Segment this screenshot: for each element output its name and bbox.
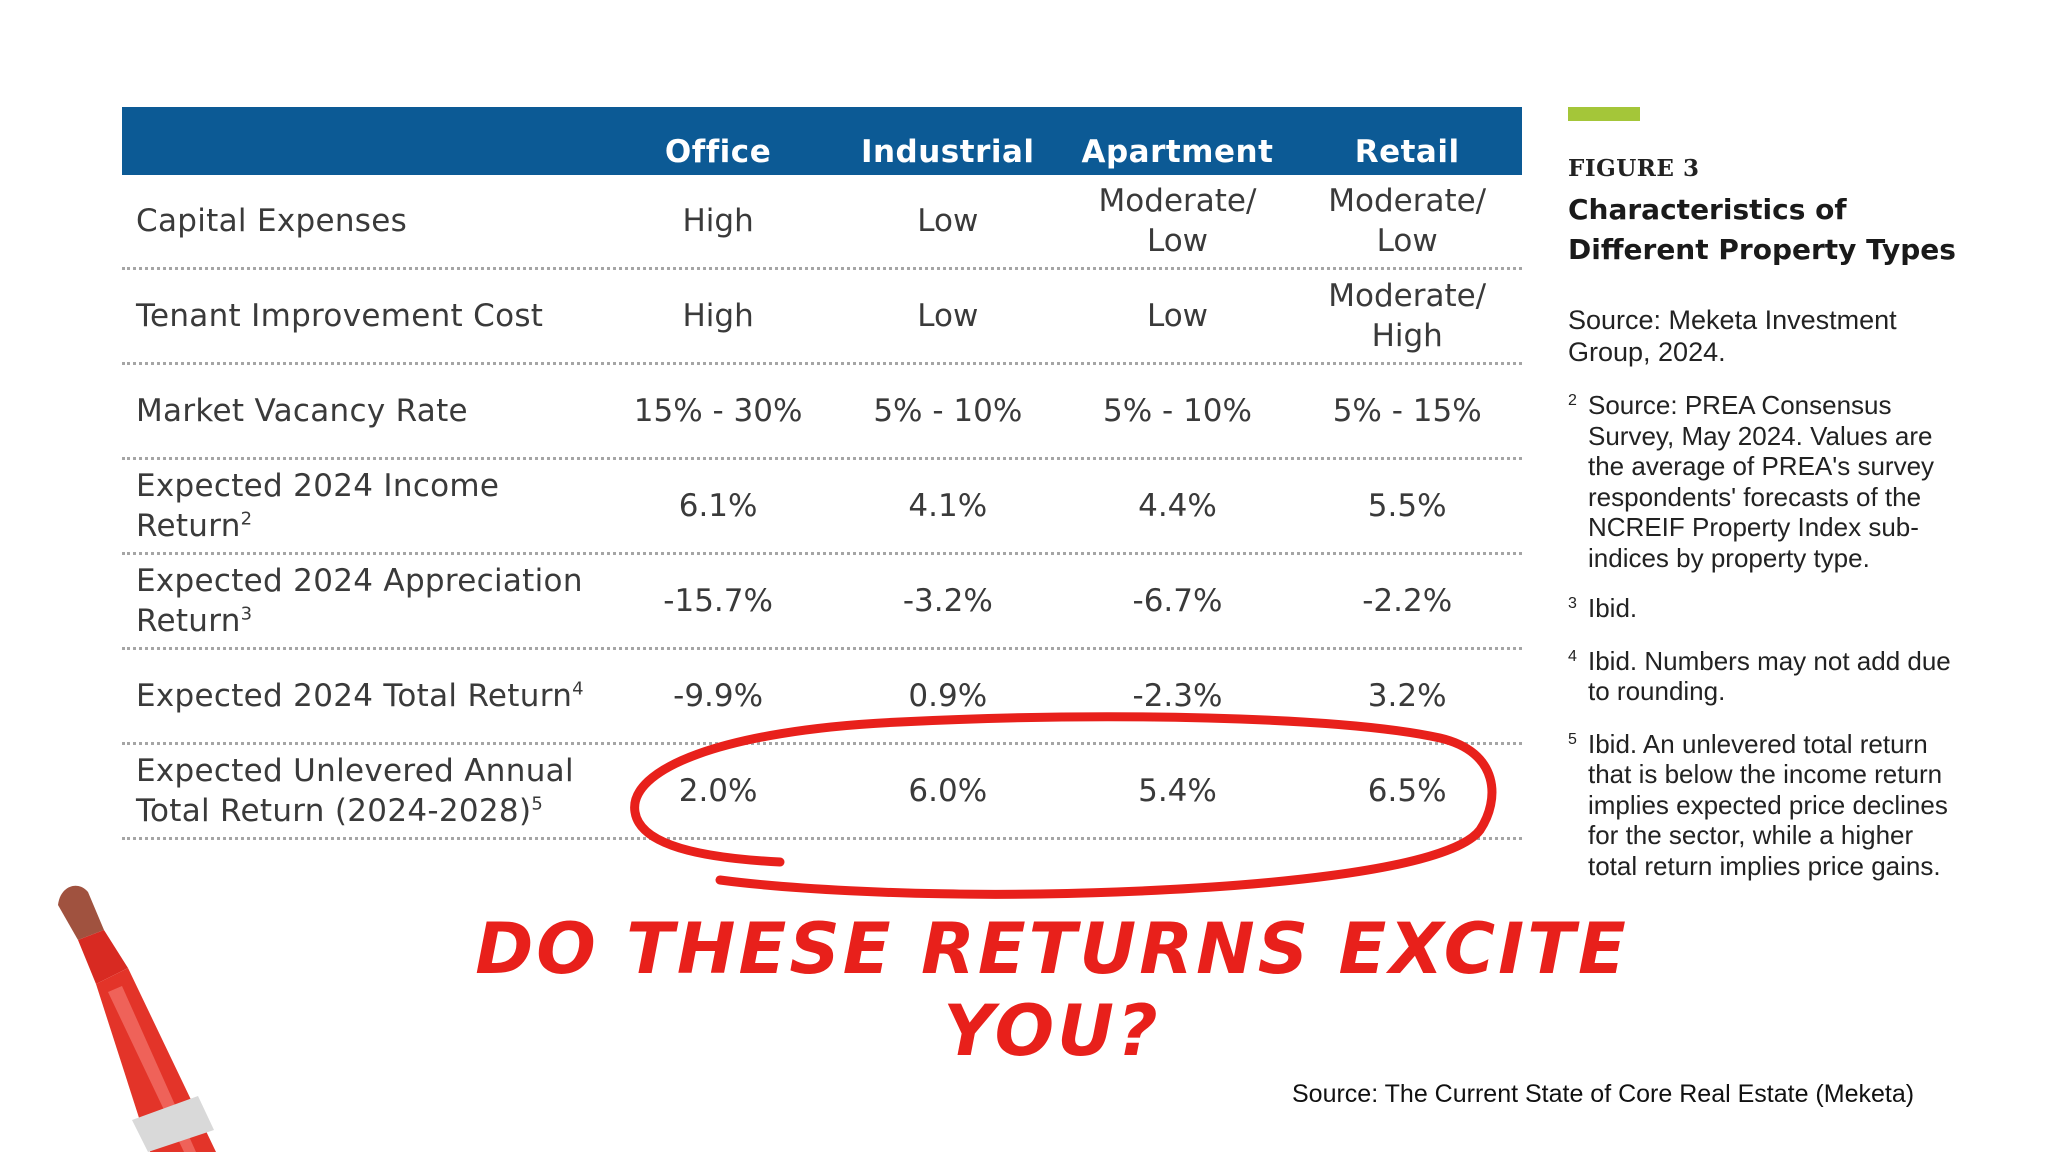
table-cell: -3.2% <box>902 583 993 619</box>
footnote-text: Ibid. <box>1588 593 1638 623</box>
table-cell: 0.9% <box>908 678 988 714</box>
table-cell: 5% - 15% <box>1332 393 1482 429</box>
footnote-mark: 3 <box>1568 595 1577 612</box>
table-cell: 4.4% <box>1138 488 1217 524</box>
footnote-mark: 2 <box>1568 392 1577 409</box>
footnote-text: Source: PREA Consensus Survey, May 2024.… <box>1588 390 1935 573</box>
table-cell: Moderate/ Low <box>1328 183 1487 259</box>
table-cell: 6.1% <box>678 488 758 524</box>
row-label: Expected 2024 Appreciation Return3 <box>136 563 583 639</box>
figure-caption: FIGURE 3 Characteristics of Different Pr… <box>1568 107 1988 881</box>
figure-title: Characteristics of Different Property Ty… <box>1568 193 1956 266</box>
col-header-office: Office <box>664 134 772 170</box>
page-source-credit: Source: The Current State of Core Real E… <box>1292 1080 1915 1108</box>
footnote-3: 3 Ibid. <box>1568 593 1958 624</box>
table-row: Expected 2024 Appreciation Return3 -15.7… <box>122 555 1522 650</box>
col-header-industrial: Industrial <box>860 134 1035 170</box>
table-cell: 5% - 10% <box>873 393 1023 429</box>
row-label: Capital Expenses <box>136 203 408 239</box>
table-cell: -2.2% <box>1362 583 1453 619</box>
footnote-4: 4 Ibid. Numbers may not add due to round… <box>1568 646 1958 707</box>
row-label: Expected 2024 Total Return4 <box>136 678 584 714</box>
table-row: Expected Unlevered Annual Total Return (… <box>122 745 1522 840</box>
table-cell: -2.3% <box>1132 678 1223 714</box>
row-label: Expected Unlevered Annual Total Return (… <box>136 753 574 829</box>
red-circle-annotation <box>630 712 1497 899</box>
footnote-2: 2 Source: PREA Consensus Survey, May 202… <box>1568 390 1958 573</box>
table-cell: High <box>682 203 754 239</box>
figure-number: FIGURE 3 <box>1568 155 1700 182</box>
table-row: Expected 2024 Income Return2 6.1% 4.1% 4… <box>122 460 1522 555</box>
table-row: Tenant Improvement Cost High Low Low Mod… <box>122 270 1522 365</box>
table-cell: Moderate/ High <box>1328 278 1487 354</box>
table-cell: 5.5% <box>1367 488 1447 524</box>
table-cell: 15% - 30% <box>633 393 803 429</box>
row-label: Market Vacancy Rate <box>136 393 468 429</box>
footnote-text: Ibid. An unlevered total return that is … <box>1588 728 1948 881</box>
table-cell: 4.1% <box>908 488 988 524</box>
col-header-apartment: Apartment <box>1081 134 1274 170</box>
table-cell: 5.4% <box>1138 773 1217 809</box>
property-table: Office Industrial Apartment Retail Capit… <box>122 107 1522 840</box>
table-cell: Low <box>917 298 979 334</box>
table-cell: 5% - 10% <box>1103 393 1252 429</box>
table-cell: -9.9% <box>673 678 764 714</box>
footnote-mark: 4 <box>1568 647 1577 665</box>
table-cell: 6.0% <box>908 773 988 809</box>
accent-bar <box>1568 107 1640 121</box>
table-cell: 2.0% <box>678 773 758 809</box>
table-row: Market Vacancy Rate 15% - 30% 5% - 10% 5… <box>122 365 1522 460</box>
table-cell: Low <box>917 203 979 239</box>
table-cell: -6.7% <box>1132 583 1223 619</box>
row-label: Expected 2024 Income Return2 <box>136 468 500 544</box>
row-label: Tenant Improvement Cost <box>136 298 544 334</box>
footnote-mark: 5 <box>1568 730 1577 748</box>
table-row: Capital Expenses High Low Moderate/ Low … <box>122 175 1522 270</box>
footnote-text: Ibid. Numbers may not add due to roundin… <box>1588 645 1951 707</box>
table-cell: Moderate/ Low <box>1098 183 1257 259</box>
table-cell: 3.2% <box>1367 678 1447 714</box>
table-cell: High <box>682 298 754 334</box>
table-header: Office Industrial Apartment Retail <box>122 107 1522 175</box>
red-marker-icon <box>58 885 216 1152</box>
table-row: Expected 2024 Total Return4 -9.9% 0.9% -… <box>122 650 1522 745</box>
col-header-retail: Retail <box>1354 134 1460 170</box>
table-cell: 6.5% <box>1367 773 1447 809</box>
footnote-5: 5 Ibid. An unlevered total return that i… <box>1568 729 1958 882</box>
figure-source: Source: Meketa Investment Group, 2024. <box>1568 305 1897 367</box>
table-cell: Low <box>1146 298 1209 334</box>
table-cell: -15.7% <box>663 583 773 619</box>
